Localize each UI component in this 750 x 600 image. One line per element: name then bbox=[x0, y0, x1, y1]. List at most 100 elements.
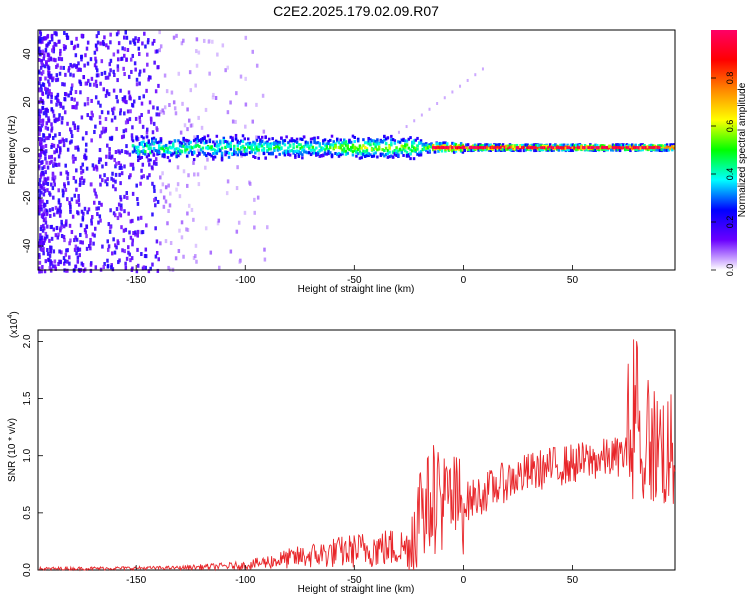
spectrogram-cell bbox=[156, 141, 159, 145]
spectrogram-cell bbox=[496, 143, 500, 147]
spectrogram-cell bbox=[116, 99, 119, 104]
spectrogram-peak-cell bbox=[531, 146, 534, 150]
spectrogram-cell bbox=[196, 137, 199, 141]
spectrogram-cell bbox=[54, 117, 58, 122]
spectrogram-cell bbox=[54, 42, 58, 47]
spectrogram-cell bbox=[165, 89, 169, 94]
spectrogram-cell bbox=[636, 148, 639, 152]
spectrogram-cell bbox=[53, 41, 56, 46]
spectrogram-cell bbox=[41, 39, 44, 44]
spectrogram-cell bbox=[234, 137, 238, 141]
spectrogram-cell bbox=[339, 143, 342, 147]
spectrogram-cell bbox=[46, 176, 50, 181]
spectrogram-cell bbox=[42, 182, 45, 187]
spectrogram-cell bbox=[57, 99, 60, 104]
spectrogram-cell bbox=[92, 241, 95, 246]
spectrogram-cell bbox=[192, 150, 196, 154]
spectrogram-cell bbox=[533, 149, 536, 153]
spectrogram-cell bbox=[139, 215, 143, 220]
spectrogram-cell bbox=[313, 148, 316, 152]
spectrogram-cell bbox=[170, 90, 174, 95]
spectrogram-cell bbox=[437, 142, 440, 146]
spectrogram-cell bbox=[541, 148, 545, 152]
spectrogram-cell bbox=[194, 83, 197, 88]
spectrogram-cell bbox=[372, 142, 376, 146]
spectrogram-cell bbox=[226, 65, 229, 70]
spectrogram-cell bbox=[227, 142, 231, 146]
spectrogram-cell bbox=[48, 155, 51, 160]
spectrogram-cell bbox=[119, 111, 122, 116]
spectrogram-cell bbox=[151, 181, 154, 186]
snr-x-label: Height of straight line (km) bbox=[298, 584, 415, 595]
spectrogram-cell bbox=[204, 226, 208, 231]
spectrogram-peak-cell bbox=[657, 146, 660, 150]
spectrogram-cell bbox=[55, 78, 58, 83]
spectrogram-cell bbox=[452, 144, 456, 148]
spectrogram-cell bbox=[49, 245, 52, 250]
spectrogram-cell bbox=[299, 152, 302, 156]
spectrogram-cell bbox=[147, 139, 151, 143]
spectrogram-cell bbox=[80, 176, 84, 181]
spectrogram-cell bbox=[210, 154, 213, 158]
spectrogram-cell bbox=[248, 180, 251, 185]
spectrogram-cell bbox=[416, 152, 419, 156]
spectrogram-cell bbox=[234, 119, 237, 124]
spectrogram-cell bbox=[113, 250, 117, 255]
spectrogram-cell bbox=[562, 143, 566, 147]
spectrogram-cell bbox=[351, 145, 355, 149]
spectrogram-cell bbox=[39, 241, 43, 246]
spectrogram-cell bbox=[486, 143, 489, 147]
spectrogram-cell bbox=[140, 252, 143, 257]
spectrogram-cell bbox=[49, 56, 52, 61]
spectrogram-cell bbox=[234, 151, 238, 155]
spectrogram-cell bbox=[46, 224, 49, 229]
spectrogram-cell bbox=[85, 166, 89, 171]
spectrogram-cell bbox=[87, 244, 91, 249]
spectrogram-cell bbox=[186, 183, 189, 188]
spectrogram-cell bbox=[38, 76, 42, 81]
spectrogram-cell bbox=[83, 63, 86, 68]
spectrogram-cell bbox=[40, 172, 43, 177]
spectrogram-peak-cell bbox=[627, 146, 630, 150]
spectrogram-cell bbox=[412, 141, 416, 145]
spectrogram-cell bbox=[94, 56, 97, 61]
spectrogram-cell bbox=[241, 134, 245, 138]
spectrogram-cell bbox=[38, 153, 41, 158]
spectrogram-cell bbox=[46, 165, 50, 170]
spectrogram-cell bbox=[52, 57, 56, 62]
spectrogram-peak-cell bbox=[618, 146, 621, 150]
spectrogram-cell bbox=[309, 140, 313, 144]
spectrogram-cell bbox=[156, 199, 160, 204]
spectrogram-cell bbox=[226, 110, 230, 115]
spectrogram-peak-cell bbox=[582, 146, 585, 150]
spectrogram-cell bbox=[44, 181, 48, 186]
spectrogram-cell bbox=[320, 154, 323, 158]
spectrogram-peak-cell bbox=[559, 146, 562, 150]
spectrogram-cell bbox=[363, 145, 367, 149]
spectrogram-cell bbox=[123, 111, 126, 116]
spectrogram-cell bbox=[83, 228, 87, 233]
spectrogram-cell bbox=[559, 143, 562, 147]
spectrogram-cell bbox=[73, 126, 77, 131]
spectrogram-cell bbox=[253, 155, 257, 159]
spectrogram-cell bbox=[257, 148, 260, 152]
spectrogram-cell bbox=[576, 143, 580, 147]
spectrogram-cell bbox=[416, 144, 419, 148]
spectrogram-cell bbox=[93, 50, 97, 55]
spectrogram-cell bbox=[154, 138, 157, 142]
spectrogram-cell bbox=[316, 136, 320, 140]
spectrogram-cell bbox=[239, 74, 243, 79]
spectrogram-cell bbox=[43, 238, 46, 243]
spectrogram-cell bbox=[73, 238, 76, 243]
spectrogram-cell bbox=[44, 47, 48, 52]
spectrogram-cell bbox=[100, 59, 104, 64]
spectrogram-cell bbox=[672, 146, 676, 150]
spectrogram-cell bbox=[120, 207, 123, 212]
spectrogram-cell bbox=[44, 76, 47, 81]
spectrogram-cell bbox=[196, 154, 199, 158]
spectrogram-cell bbox=[147, 147, 151, 151]
spectrogram-x-ticks: -150 -100 -50 0 50 bbox=[126, 265, 578, 286]
spectrogram-peak-cell bbox=[606, 146, 609, 150]
spectrogram-cell bbox=[204, 107, 208, 112]
spectrogram-cell bbox=[395, 153, 398, 157]
